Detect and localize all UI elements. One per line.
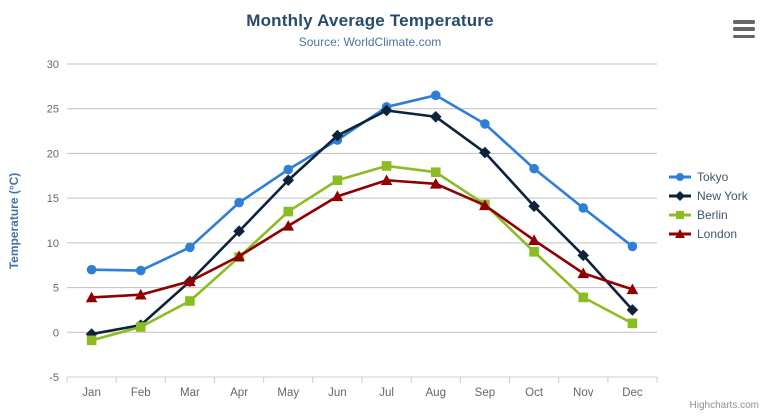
x-tick-label: Sep — [475, 387, 495, 399]
data-point[interactable] — [430, 167, 441, 178]
hamburger-icon — [733, 34, 755, 38]
data-point[interactable] — [429, 110, 442, 123]
data-point[interactable] — [627, 241, 638, 252]
x-tick-label: Apr — [230, 387, 248, 399]
x-tick-label: Mar — [180, 387, 200, 399]
legend: Tokyo New York Berlin London — [668, 167, 748, 243]
data-point[interactable] — [430, 90, 441, 101]
legend-item-tokyo[interactable]: Tokyo — [668, 167, 748, 186]
data-point[interactable] — [283, 206, 294, 217]
data-point[interactable] — [676, 172, 684, 181]
data-point[interactable] — [578, 203, 589, 213]
y-tick-label: 10 — [47, 238, 59, 250]
series-line — [90, 109, 634, 336]
x-tick-label: Oct — [525, 387, 544, 399]
legend-item-berlin[interactable]: Berlin — [668, 205, 748, 224]
data-point[interactable] — [233, 250, 245, 262]
chart-title: Monthly Average Temperature — [246, 11, 494, 30]
x-tick-label: Jun — [328, 387, 347, 399]
legend-item-new-york[interactable]: New York — [668, 186, 748, 205]
x-tick-label: Jan — [82, 387, 101, 399]
series-london — [85, 174, 639, 303]
data-point[interactable] — [135, 322, 146, 332]
data-point[interactable] — [529, 247, 539, 257]
data-point[interactable] — [282, 174, 295, 187]
series-line — [90, 164, 634, 342]
y-tick-label: 5 — [53, 283, 59, 295]
data-point[interactable] — [480, 119, 490, 129]
data-point[interactable] — [528, 200, 540, 212]
legend-item-london[interactable]: London — [668, 224, 748, 243]
data-point[interactable] — [233, 225, 245, 238]
series-berlin — [86, 161, 638, 346]
legend-label: New York — [697, 188, 748, 203]
data-point[interactable] — [134, 288, 147, 300]
diamond-series-marker-icon — [668, 189, 692, 203]
data-point[interactable] — [528, 234, 540, 245]
y-tick-label: -5 — [49, 372, 59, 384]
y-tick-label: 30 — [47, 59, 59, 71]
data-point[interactable] — [577, 267, 590, 279]
data-point[interactable] — [86, 335, 97, 346]
hamburger-icon — [733, 27, 755, 31]
data-point[interactable] — [626, 304, 639, 316]
hamburger-icon — [733, 20, 755, 24]
y-tick-label: 20 — [47, 148, 59, 160]
y-tick-label: 25 — [47, 104, 59, 116]
data-point[interactable] — [675, 190, 685, 201]
legend-label: Berlin — [697, 207, 728, 222]
y-tick-label: 0 — [53, 327, 59, 339]
data-point[interactable] — [185, 296, 195, 306]
circle-series-marker-icon — [668, 170, 692, 184]
data-point[interactable] — [381, 161, 392, 171]
series-line — [90, 178, 634, 299]
y-axis-title: Temperature (°C) — [7, 172, 21, 270]
data-point[interactable] — [577, 249, 590, 262]
data-point[interactable] — [380, 174, 393, 186]
x-tick-label: Nov — [573, 387, 594, 399]
x-tick-label: May — [277, 387, 299, 399]
x-tick-label: Feb — [131, 387, 151, 399]
triangle-series-marker-icon — [668, 227, 692, 241]
data-point[interactable] — [85, 328, 98, 340]
data-point[interactable] — [85, 291, 98, 303]
y-tick-label: 15 — [47, 193, 59, 205]
data-point[interactable] — [283, 164, 294, 175]
data-point[interactable] — [429, 178, 442, 189]
data-point[interactable] — [332, 175, 343, 186]
data-point[interactable] — [675, 228, 685, 238]
credits-link[interactable]: Highcharts.com — [689, 400, 759, 411]
legend-label: London — [697, 226, 738, 241]
chart-subtitle: Source: WorldClimate.com — [298, 35, 442, 49]
data-point[interactable] — [86, 264, 97, 275]
data-point[interactable] — [380, 104, 393, 117]
x-tick-label: Aug — [426, 387, 446, 399]
series-tokyo — [86, 90, 638, 276]
data-point[interactable] — [234, 197, 244, 208]
legend-label: Tokyo — [697, 169, 729, 184]
data-point[interactable] — [529, 163, 539, 174]
data-point[interactable] — [479, 199, 491, 211]
square-series-marker-icon — [668, 208, 692, 222]
data-point[interactable] — [331, 129, 344, 142]
data-point[interactable] — [578, 292, 589, 303]
export-menu-button[interactable] — [733, 19, 757, 39]
series-new-york — [85, 104, 639, 340]
data-point[interactable] — [626, 283, 639, 295]
x-tick-label: Dec — [622, 387, 643, 399]
data-point[interactable] — [627, 318, 638, 329]
data-point[interactable] — [479, 146, 491, 159]
data-point[interactable] — [331, 190, 344, 202]
data-point[interactable] — [282, 220, 295, 231]
data-point[interactable] — [135, 265, 146, 276]
x-tick-label: Jul — [379, 387, 394, 399]
data-point[interactable] — [676, 210, 684, 219]
data-point[interactable] — [184, 275, 196, 287]
data-point[interactable] — [185, 242, 195, 253]
